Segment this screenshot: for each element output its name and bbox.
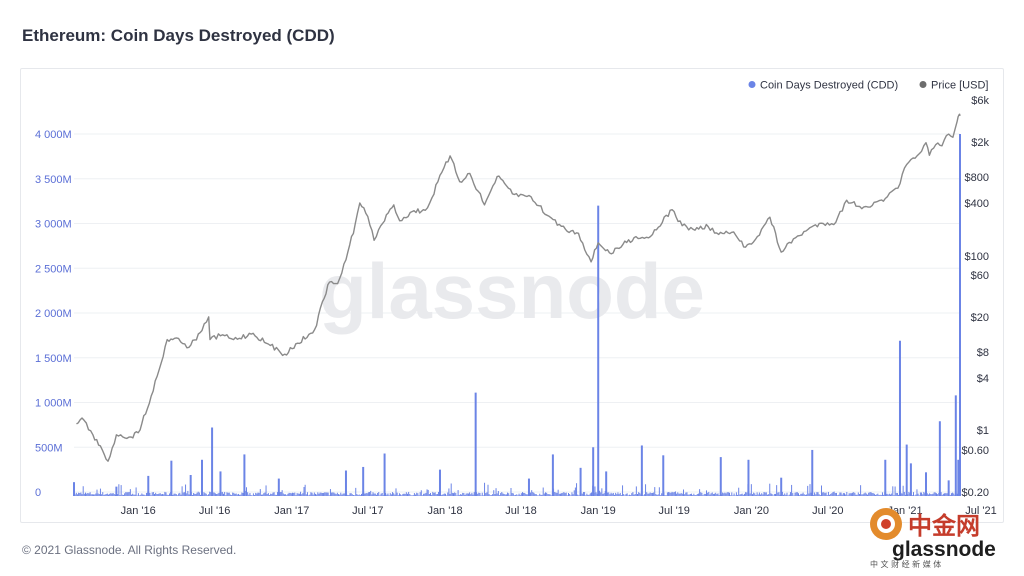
x-axis-tick-label: Jan '19 [581,505,616,517]
brand-cjk-subtitle: 中 文 财 经 新 媒 体 [870,559,941,569]
right-axis-tick-label: $6k [971,95,989,107]
brand-cjk-text: 中金网 [908,512,980,540]
corner-brand-logo: 中金网 glassnode 中 文 财 经 新 媒 体 [870,508,996,569]
legend-price-label[interactable]: Price [USD] [931,80,988,92]
left-axis-tick-label: 0 [35,487,41,499]
right-axis: $0.20 $0.60 $1 $4 $8 $20 $60 $100 $400 $800 $2k $6k [961,95,989,499]
copyright-footer: © 2021 Glassnode. All Rights Reserved. [22,543,237,557]
brand-glassnode-text: glassnode [892,538,996,561]
brand-coin-core [881,519,891,529]
left-axis-tick-label: 3 000M [35,219,72,231]
x-axis-tick-label: Jan '16 [121,505,156,517]
left-axis-tick-label: 2 000M [35,308,72,320]
legend-cdd-marker [748,81,756,88]
right-axis-tick-label: $0.60 [961,445,989,457]
legend-cdd-label[interactable]: Coin Days Destroyed (CDD) [760,80,898,92]
left-axis-tick-label: 4 000M [35,129,72,141]
right-axis-tick-label: $0.20 [961,487,989,499]
x-axis-tick-label: Jul '21 [965,505,996,517]
x-axis-tick-label: Jan '18 [427,505,462,517]
legend: Coin Days Destroyed (CDD) Price [USD] [748,80,988,92]
x-axis-tick-label: Jul '18 [505,505,536,517]
left-axis-tick-label: 500M [35,442,63,454]
right-axis-tick-label: $1 [977,425,989,437]
watermark: glassnode [319,247,705,335]
price-line-layer [76,113,961,462]
left-axis: 0 500M 1 000M 1 500M 2 000M 2 500M 3 000M 3 500… [35,129,72,499]
left-axis-tick-label: 2 500M [35,263,72,275]
x-axis-tick-label: Jan '17 [274,505,309,517]
right-axis-tick-label: $20 [971,312,989,324]
cdd-bars-layer [73,134,961,496]
left-axis-tick-label: 1 000M [35,398,72,410]
right-axis-tick-label: $2k [971,137,989,149]
right-axis-tick-label: $4 [977,373,989,385]
x-axis-tick-label: Jul '20 [812,505,843,517]
x-axis-tick-label: Jan '20 [734,505,769,517]
right-axis-tick-label: $800 [965,172,989,184]
price-line [76,113,961,462]
x-axis-tick-label: Jul '19 [658,505,689,517]
right-axis-tick-label: $8 [977,347,989,359]
x-axis-tick-label: Jul '16 [199,505,230,517]
x-axis-tick-label: Jul '17 [352,505,383,517]
right-axis-tick-label: $400 [965,198,989,210]
left-axis-tick-label: 1 500M [35,353,72,365]
left-axis-tick-label: 3 500M [35,174,72,186]
legend-price-marker [919,81,927,88]
grid-layer [74,133,960,493]
right-axis-tick-label: $100 [965,251,989,263]
right-axis-tick-label: $60 [971,270,989,282]
page-title: Ethereum: Coin Days Destroyed (CDD) [22,26,335,45]
chart-frame [20,68,1004,523]
